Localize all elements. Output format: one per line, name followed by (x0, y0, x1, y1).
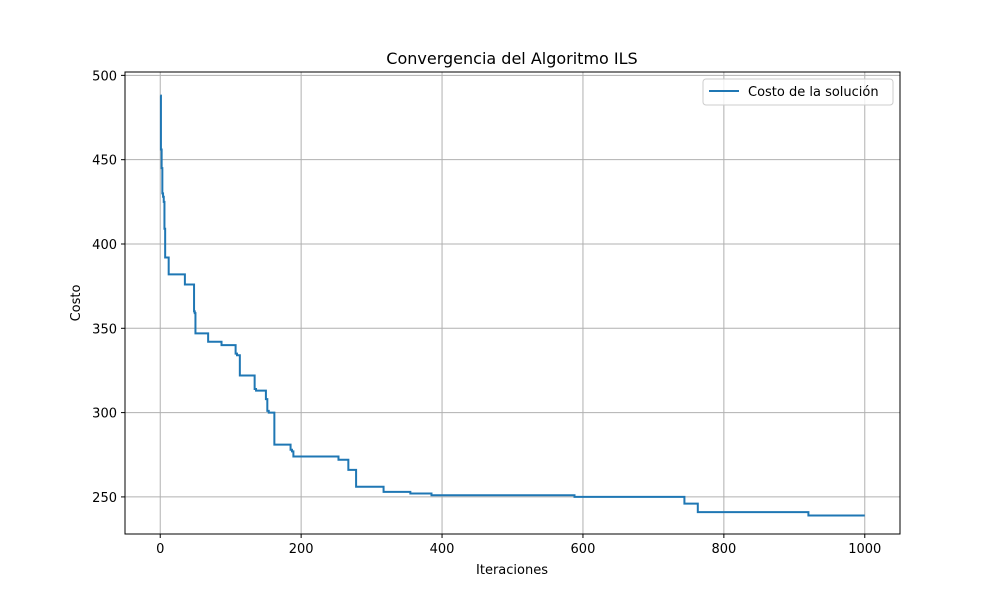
y-tick-label: 450 (92, 154, 117, 169)
y-tick-label: 350 (92, 322, 117, 337)
grid (125, 72, 900, 534)
plot-area (159, 94, 865, 517)
y-tick-label: 250 (92, 491, 117, 506)
x-tick-label: 600 (571, 542, 596, 557)
x-tick-label: 0 (156, 542, 164, 557)
series-line-costo (159, 94, 865, 517)
y-axis: 250 300 350 400 450 500 (92, 69, 125, 506)
legend-label: Costo de la solución (748, 85, 879, 100)
x-tick-label: 200 (289, 542, 314, 557)
x-axis-label: Iteraciones (476, 563, 548, 578)
x-axis: 0 200 400 600 800 1000 (156, 534, 881, 557)
plot-frame (124, 71, 901, 535)
y-tick-label: 400 (92, 238, 117, 253)
chart-title: Convergencia del Algoritmo ILS (386, 49, 637, 68)
y-tick-label: 500 (92, 69, 117, 84)
legend: Costo de la solución (702, 78, 894, 106)
y-axis-label: Costo (69, 285, 84, 322)
x-tick-label: 800 (711, 542, 736, 557)
y-tick-label: 300 (92, 407, 117, 422)
x-tick-label: 400 (430, 542, 455, 557)
legend-box (702, 78, 894, 106)
x-tick-label: 1000 (848, 542, 881, 557)
